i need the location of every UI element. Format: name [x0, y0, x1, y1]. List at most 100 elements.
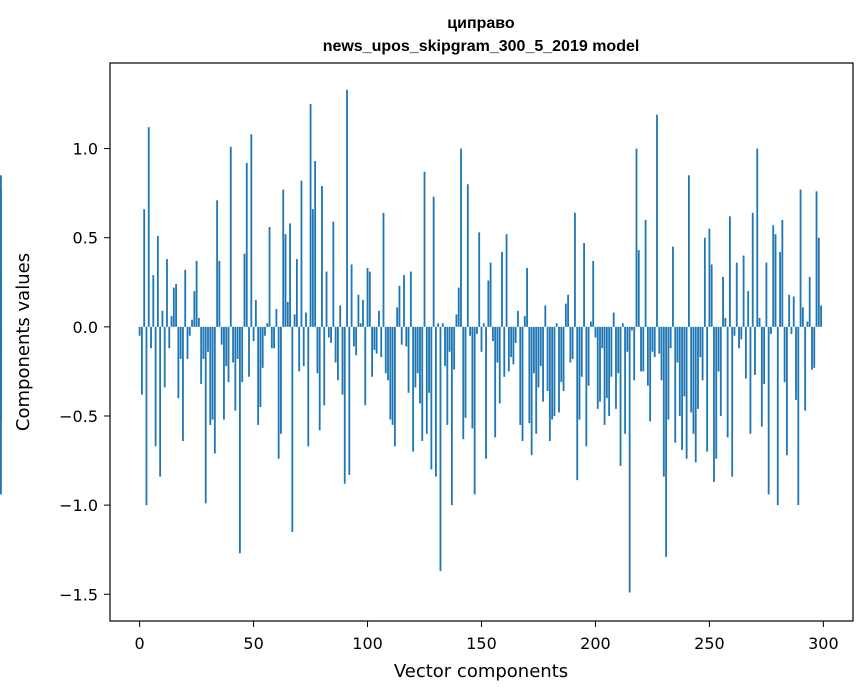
bar	[692, 326, 695, 434]
bar	[357, 294, 360, 327]
bar	[731, 326, 734, 477]
bar	[740, 326, 743, 340]
bar	[735, 262, 738, 327]
bar	[396, 307, 399, 327]
bar	[567, 294, 570, 327]
bar	[765, 262, 768, 327]
bar	[182, 326, 184, 441]
bar	[275, 309, 278, 327]
bar	[282, 189, 285, 327]
bar	[302, 326, 305, 367]
bar	[510, 326, 513, 358]
bar	[555, 323, 558, 327]
bar	[505, 234, 508, 327]
bar	[284, 234, 287, 327]
bar	[813, 326, 816, 368]
bar	[188, 326, 191, 336]
y-axis-label: Components values	[13, 253, 34, 431]
bar	[437, 323, 440, 327]
bar	[626, 326, 629, 352]
bar	[227, 326, 230, 383]
bar	[760, 326, 763, 427]
bar	[619, 326, 622, 466]
bar	[179, 326, 182, 359]
bar	[243, 253, 246, 327]
bar	[412, 326, 415, 452]
bar	[298, 326, 301, 372]
bar	[248, 326, 250, 377]
bar	[428, 326, 430, 393]
bar	[603, 326, 606, 425]
bar	[667, 326, 670, 420]
bar	[156, 235, 159, 327]
bar	[239, 326, 241, 554]
bar	[186, 326, 189, 359]
bar	[0, 326, 2, 404]
bar	[507, 326, 510, 372]
bar	[343, 326, 346, 484]
bar	[382, 212, 385, 327]
bar	[154, 326, 157, 447]
bar	[460, 148, 462, 327]
bar	[808, 276, 811, 327]
bar	[375, 326, 378, 354]
bar	[533, 326, 535, 374]
bar	[245, 162, 248, 327]
bar	[314, 161, 317, 327]
bar	[197, 317, 200, 327]
bar	[432, 196, 435, 327]
bar	[473, 326, 476, 495]
bar	[715, 326, 718, 459]
bar	[403, 275, 405, 327]
bar	[790, 326, 793, 334]
bar	[772, 225, 775, 327]
bar	[601, 326, 604, 349]
bar	[779, 251, 781, 327]
bar	[257, 326, 260, 425]
bar	[295, 259, 298, 327]
bar	[195, 260, 198, 327]
bar	[150, 326, 152, 349]
bar	[653, 326, 656, 358]
bar	[152, 275, 155, 327]
bar	[660, 326, 663, 381]
bar	[733, 326, 736, 336]
bar	[0, 326, 2, 495]
y-tick-label: −1.0	[59, 496, 98, 515]
bar	[268, 227, 271, 327]
bar	[277, 326, 280, 459]
bar	[229, 146, 232, 327]
bar	[325, 271, 328, 327]
bar	[444, 326, 446, 367]
bar	[355, 326, 358, 356]
bar	[781, 219, 784, 327]
bar	[539, 326, 542, 367]
bar	[441, 323, 444, 327]
bar	[416, 326, 419, 374]
bar	[551, 326, 554, 420]
bar	[264, 326, 266, 336]
bar	[138, 326, 141, 336]
bar	[640, 326, 642, 372]
bar	[583, 243, 585, 327]
bar	[578, 326, 581, 420]
bar	[635, 148, 638, 327]
bar	[364, 326, 367, 406]
bar	[359, 323, 362, 327]
bar	[202, 326, 205, 359]
bar	[337, 326, 339, 381]
bar	[599, 326, 601, 402]
bar	[608, 326, 611, 416]
bar	[163, 326, 166, 388]
bar	[250, 134, 253, 327]
x-tick-label: 0	[135, 634, 145, 653]
bar	[143, 209, 146, 327]
bar	[159, 326, 162, 477]
bar	[770, 326, 772, 334]
bar	[708, 228, 711, 327]
bar	[544, 305, 547, 327]
bar	[624, 326, 626, 434]
bar	[259, 326, 262, 408]
bar	[330, 326, 332, 343]
bar	[400, 326, 403, 345]
